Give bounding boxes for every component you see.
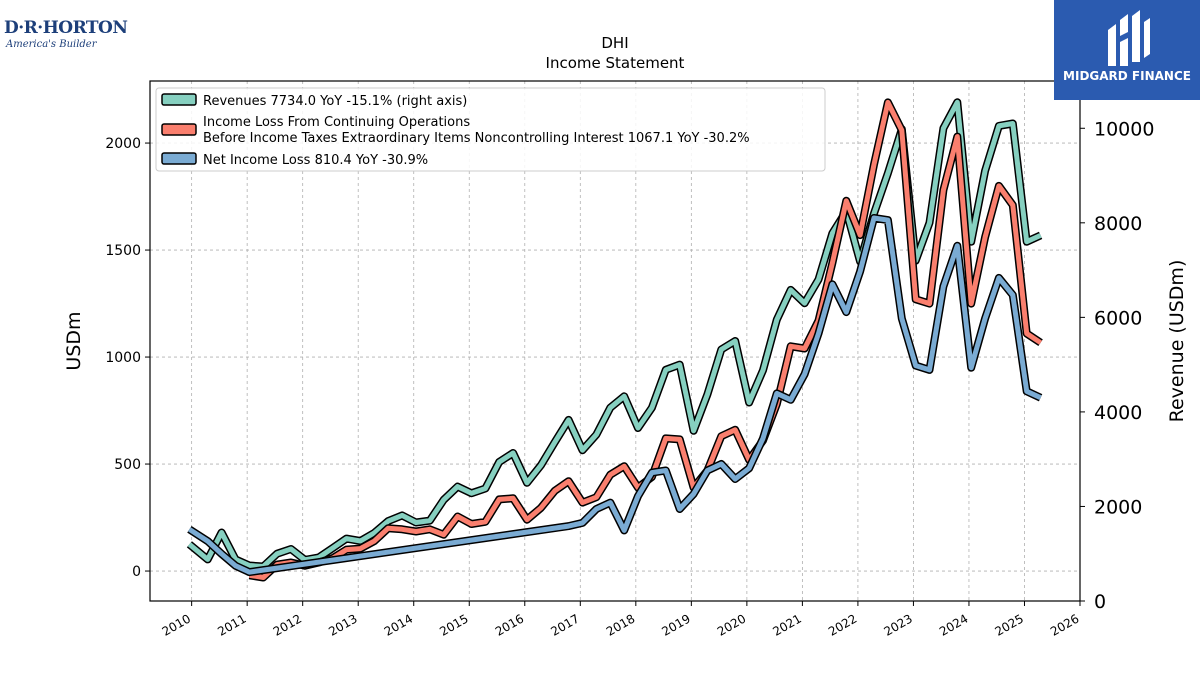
series-line-net-income — [188, 215, 1042, 575]
legend-label-pretax-income: Income Loss From Continuing Operations B… — [203, 115, 750, 146]
x-tick-label: 2012 — [271, 611, 304, 638]
y-right-tick-label: 6000 — [1094, 307, 1142, 329]
series-outline-revenues — [186, 98, 1043, 571]
chart-subtitle: Income Statement — [546, 54, 685, 72]
y-tick-label: 2000 — [105, 136, 141, 152]
y-axis-label: USDm — [63, 311, 85, 370]
x-tick-label: 2024 — [937, 611, 970, 638]
x-tick-label: 2019 — [659, 611, 692, 638]
y-tick-label: 1000 — [105, 350, 141, 366]
x-tick-label: 2014 — [382, 611, 415, 638]
x-tick-label: 2026 — [1048, 611, 1081, 638]
x-tick-label: 2020 — [715, 611, 748, 638]
y-tick-label: 1500 — [105, 243, 141, 259]
legend-swatch-revenues — [161, 93, 197, 106]
legend-box — [155, 87, 826, 172]
x-tick-label: 2010 — [160, 611, 193, 638]
legend-label-revenues: Revenues 7734.0 YoY -15.1% (right axis) — [203, 94, 467, 109]
legend-swatch-net-income — [161, 152, 197, 165]
y-right-tick-label: 0 — [1094, 591, 1106, 613]
y-right-tick-label: 10000 — [1094, 118, 1154, 140]
legend: Revenues 7734.0 YoY -15.1% (right axis) … — [155, 87, 826, 172]
x-tick-label: 2011 — [215, 611, 248, 638]
x-tick-label: 2021 — [770, 611, 803, 638]
legend-swatch-pretax-income — [161, 123, 197, 136]
x-tick-label: 2018 — [604, 611, 637, 638]
brand-mark-icon — [1108, 10, 1150, 66]
brand-name: MIDGARD FINANCE — [1063, 69, 1191, 83]
company-logo-name: D·R·HORTON — [4, 18, 128, 38]
x-tick-label: 2013 — [326, 611, 359, 638]
x-tick-label: 2017 — [548, 611, 581, 638]
chart-title: DHI — [601, 34, 628, 52]
x-tick-label: 2023 — [881, 611, 914, 638]
y-tick-label: 500 — [114, 457, 141, 473]
y-axis-right-label: Revenue (USDm) — [1166, 260, 1188, 423]
y-tick-label: 0 — [132, 564, 141, 580]
legend-label-pretax-income-line-2: Before Income Taxes Extraordinary Items … — [203, 131, 750, 146]
x-tick-label: 2025 — [993, 611, 1026, 638]
series-line-revenues — [187, 99, 1042, 569]
y-right-tick-label: 4000 — [1094, 402, 1142, 424]
x-tick-label: 2015 — [437, 611, 470, 638]
legend-label-net-income: Net Income Loss 810.4 YoY -30.9% — [203, 153, 428, 168]
company-logo: D·R·HORTON America's Builder — [4, 18, 128, 58]
series-lines — [186, 98, 1043, 582]
x-tick-label: 2022 — [826, 611, 859, 638]
legend-label-pretax-income-line-1: Income Loss From Continuing Operations — [203, 115, 470, 130]
plot-frame — [149, 80, 1081, 602]
y-right-tick-label: 8000 — [1094, 213, 1142, 235]
series-line-pretax-income — [249, 99, 1042, 580]
series-outline-pretax-income — [248, 98, 1043, 582]
company-logo-tagline: America's Builder — [6, 39, 97, 50]
y-right-tick-label: 2000 — [1094, 496, 1142, 518]
x-tick-label: 2016 — [493, 611, 526, 638]
brand-badge: MIDGARD FINANCE — [1054, 0, 1200, 100]
